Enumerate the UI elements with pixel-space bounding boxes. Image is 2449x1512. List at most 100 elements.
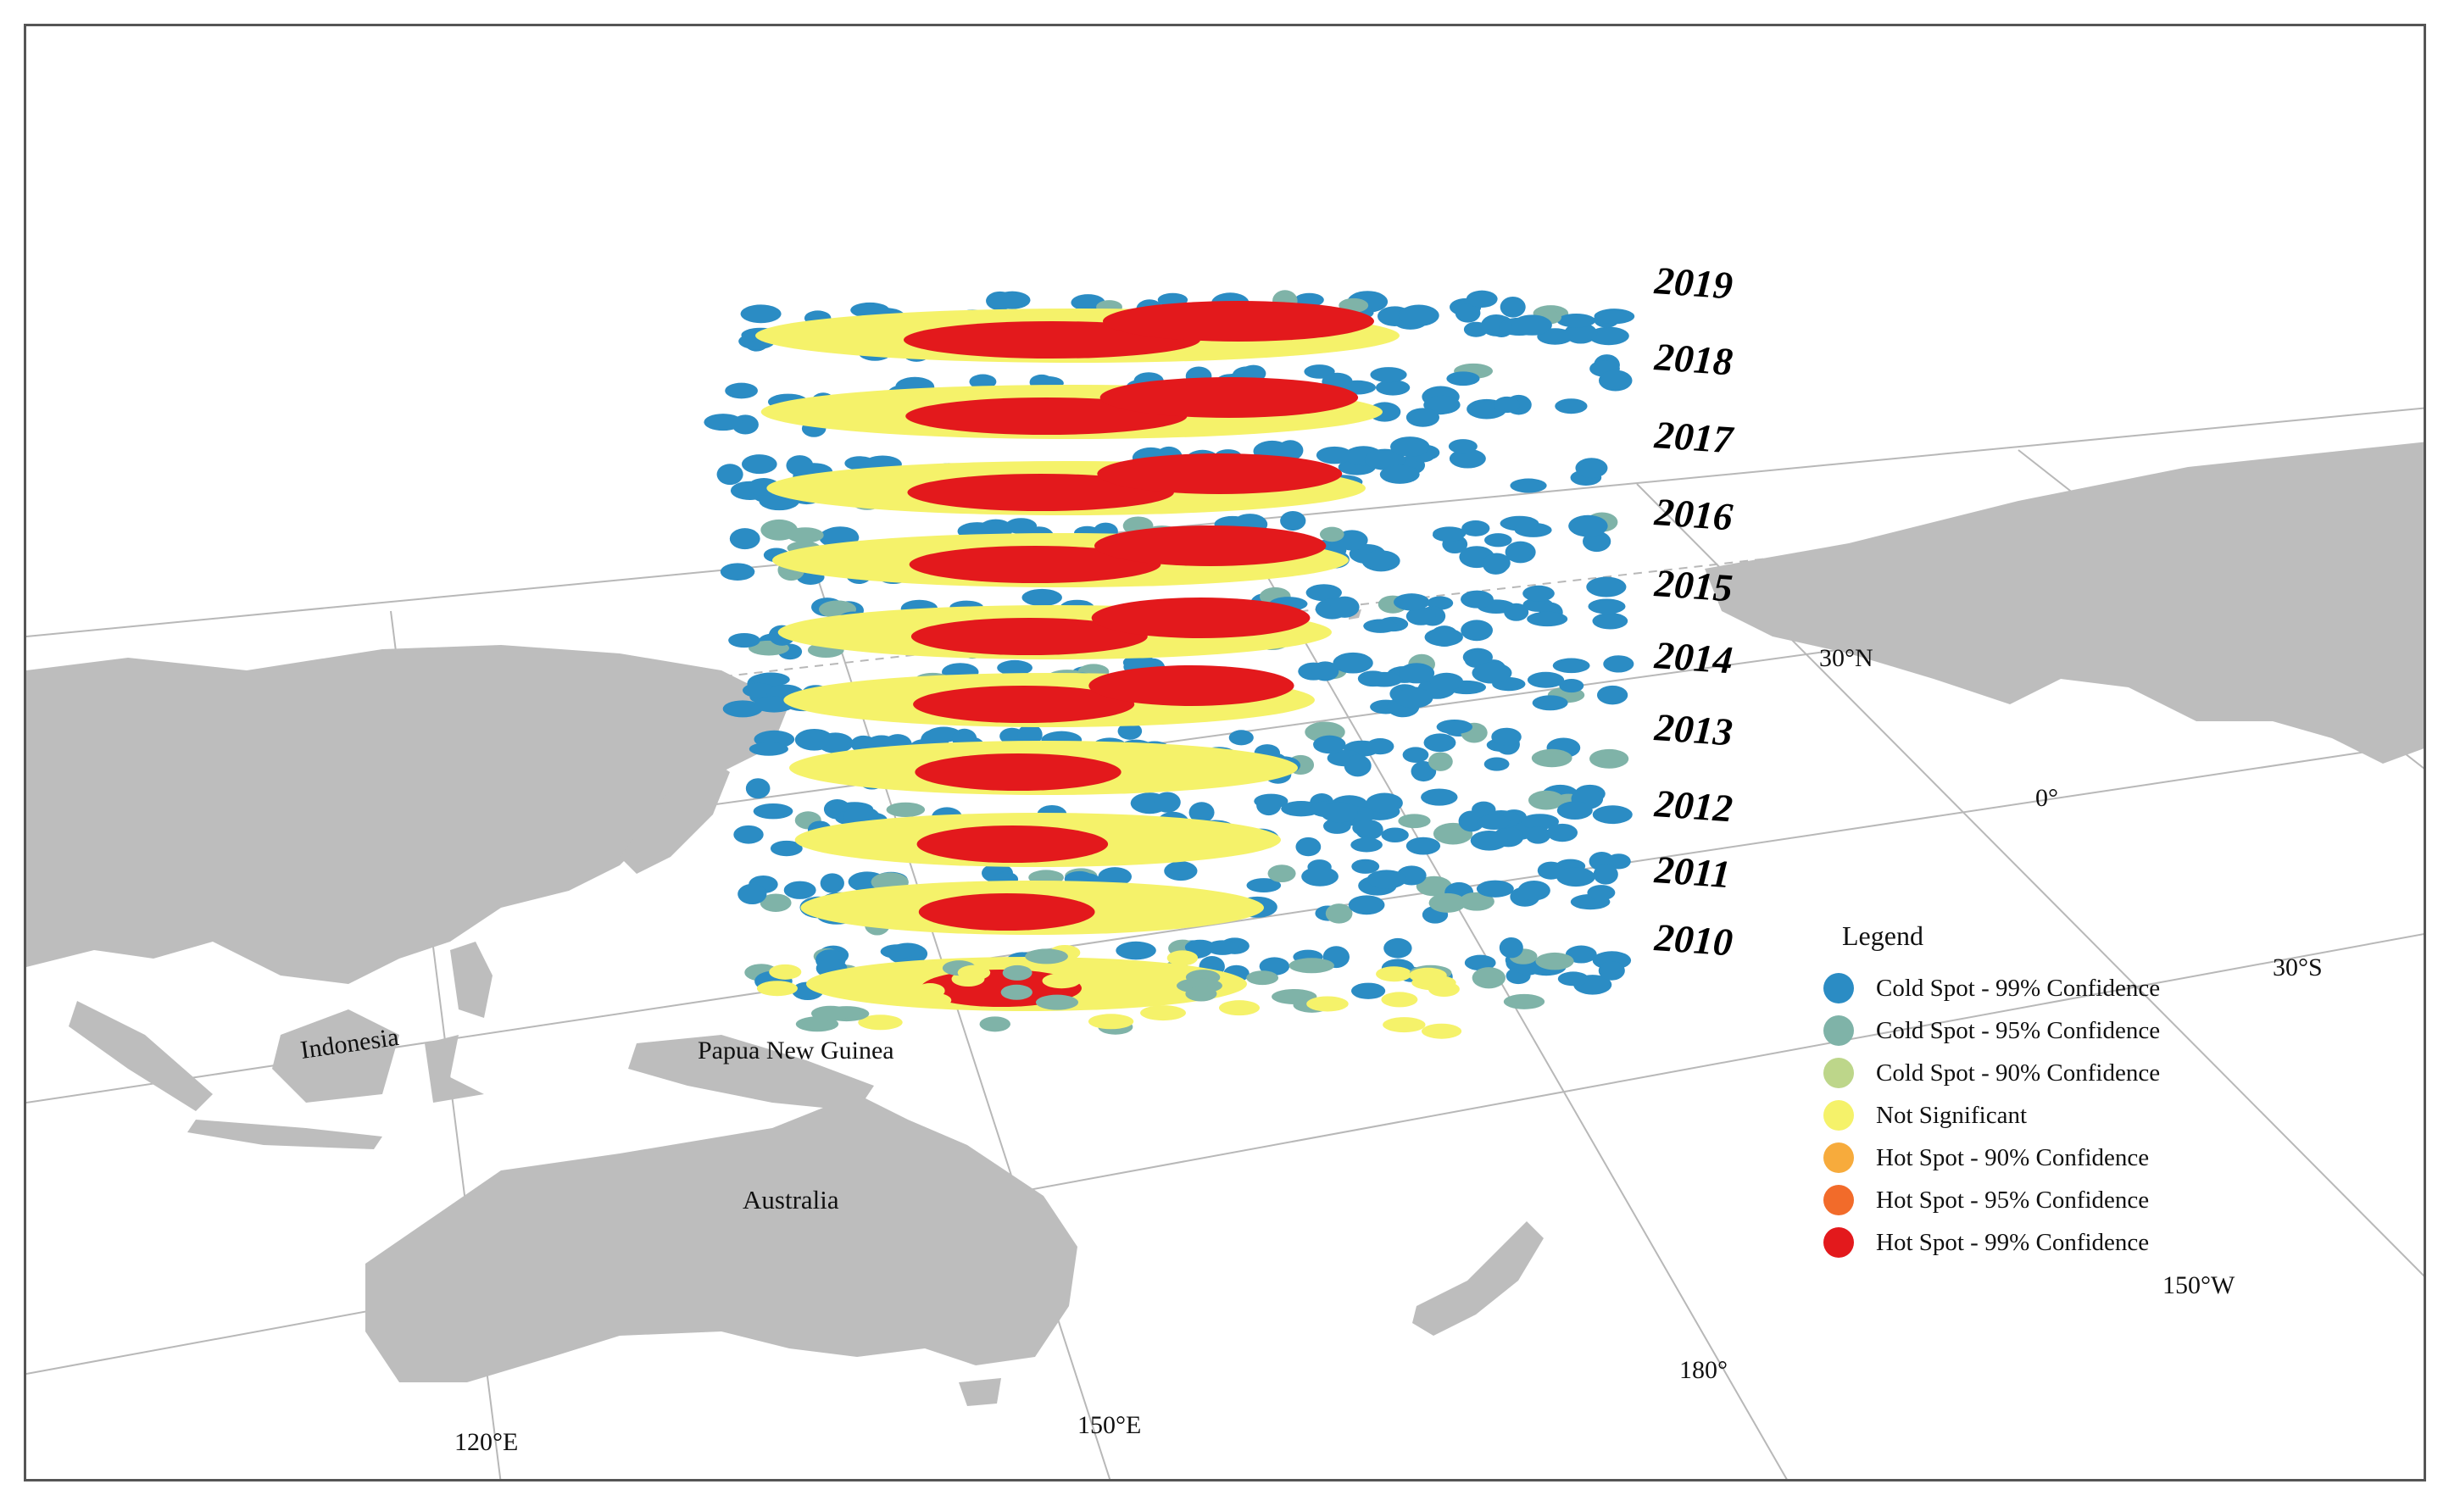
cold-spot-bin — [1351, 982, 1386, 999]
base-bin — [1035, 994, 1079, 1010]
cold-spot-bin — [1556, 314, 1596, 328]
cold-spot-bin — [1559, 679, 1584, 693]
cold-spot-bin — [1494, 396, 1521, 414]
cold-spot-bin — [1478, 814, 1511, 831]
cold-spot-bin — [1552, 658, 1590, 674]
hot-spot-bin — [916, 825, 1109, 863]
cold-spot-bin — [1348, 895, 1385, 915]
year-label: 2018 — [1652, 335, 1734, 383]
cold-spot-bin — [1459, 892, 1494, 911]
cold-spot-bin — [1423, 395, 1461, 414]
graticule-labels: 30°N 0° 30°S 120°E 150°E 180° 150°W — [454, 644, 2323, 1456]
year-label: 2013 — [1652, 705, 1734, 753]
cold-spot-bin — [1017, 724, 1043, 746]
legend-item: Cold Spot - 95% Confidence — [1823, 1009, 2298, 1052]
cold-spot-bin — [1405, 607, 1436, 625]
cold-spot-bin — [1448, 439, 1478, 454]
base-bin — [858, 1014, 903, 1031]
cold-spot-bin — [704, 414, 743, 431]
cold-spot-bin — [1463, 321, 1489, 337]
cold-spot-bin — [1587, 885, 1616, 901]
cold-spot-bin — [880, 944, 916, 959]
base-bin — [1381, 992, 1418, 1008]
hot-spot-bin — [918, 893, 1095, 931]
cold-spot-bin — [1484, 533, 1512, 548]
base-bin — [1185, 986, 1217, 1002]
legend-item: Hot Spot - 99% Confidence — [1823, 1221, 2298, 1264]
label-30n: 30°N — [1819, 644, 1873, 672]
legend-swatch — [1823, 1015, 1854, 1046]
legend-label: Cold Spot - 95% Confidence — [1876, 1016, 2161, 1044]
year-label: 2011 — [1652, 848, 1732, 896]
cold-spot-bin — [1394, 687, 1433, 709]
hot-spot-bin — [1088, 665, 1294, 706]
hot-spot-bin — [1094, 525, 1327, 566]
legend-label: Cold Spot - 90% Confidence — [1876, 1059, 2161, 1087]
cold-spot-bin — [1421, 788, 1458, 806]
cold-spot-bin — [1389, 436, 1430, 457]
year-label: 2014 — [1652, 633, 1734, 681]
hot-spot-bin — [1103, 301, 1374, 342]
cold-spot-bin — [1281, 801, 1322, 817]
cold-spot-bin — [1483, 553, 1511, 574]
cold-spot-bin — [1319, 526, 1344, 542]
cold-spot-bin — [753, 803, 793, 820]
cold-spot-bin — [1470, 830, 1508, 851]
cold-spot-bin — [1259, 957, 1290, 976]
cold-spot-bin — [1476, 880, 1514, 898]
base-bin — [1219, 1000, 1261, 1016]
cold-spot-bin — [1398, 814, 1431, 829]
legend-swatch — [1823, 1227, 1854, 1258]
base-bin — [1002, 964, 1032, 981]
cold-spot-bin — [1593, 864, 1618, 885]
hotspot-cube[interactable] — [704, 290, 1635, 1039]
cold-spot-bin — [1423, 733, 1456, 753]
cold-spot-bin — [752, 672, 790, 687]
cold-spot-bin — [1588, 326, 1629, 346]
cold-spot-bin — [817, 732, 854, 753]
hot-spot-bin — [909, 546, 1161, 583]
map-canvas[interactable]: 30°N 0° 30°S 120°E 150°E 180° 150°W Indo… — [26, 26, 2426, 1481]
cold-spot-bin — [786, 455, 814, 476]
cold-spot-bin — [1586, 576, 1627, 598]
new-guinea-landmass — [628, 1035, 874, 1111]
cold-spot-bin — [1557, 971, 1589, 987]
cold-spot-bin — [1555, 398, 1588, 414]
legend-label: Cold Spot - 99% Confidence — [1876, 974, 2161, 1002]
cold-spot-bin — [1366, 792, 1403, 814]
cold-spot-bin — [783, 881, 816, 899]
cold-spot-bin — [740, 304, 782, 324]
cold-spot-bin — [1511, 314, 1552, 336]
label-120e: 120°E — [454, 1428, 518, 1456]
cold-spot-bin — [1313, 735, 1346, 754]
cold-spot-bin — [1472, 662, 1512, 684]
year-label: 2017 — [1652, 413, 1735, 462]
legend-swatch — [1823, 1100, 1854, 1131]
legend-item: Hot Spot - 90% Confidence — [1823, 1137, 2298, 1179]
base-bin — [1376, 966, 1412, 982]
cold-spot-bin — [770, 840, 803, 857]
cold-spot-bin — [1531, 748, 1572, 768]
cold-spot-bin — [1246, 970, 1279, 986]
cold-spot-bin — [1528, 790, 1565, 810]
label-180: 180° — [1679, 1356, 1728, 1384]
hot-spot-bin — [910, 618, 1148, 655]
hot-spot-bin — [1099, 377, 1359, 418]
cold-spot-bin — [728, 633, 760, 648]
cold-spot-bin — [1464, 954, 1496, 971]
cold-spot-bin — [1267, 864, 1296, 882]
cold-spot-bin — [1117, 722, 1143, 740]
japan-landmass — [620, 755, 730, 874]
cold-spot-bin — [1521, 814, 1560, 830]
cold-spot-bin — [1383, 937, 1412, 959]
cold-spot-bin — [1446, 371, 1480, 386]
base-bin — [1140, 1005, 1186, 1021]
cold-spot-bin — [1556, 801, 1593, 820]
cold-spot-bin — [1532, 695, 1568, 711]
cold-spot-bin — [1021, 588, 1062, 607]
cold-spot-bin — [1333, 652, 1373, 674]
land-masses — [26, 442, 2424, 1406]
cold-spot-bin — [1522, 585, 1555, 602]
cold-spot-bin — [1483, 757, 1510, 771]
cold-spot-bin — [1598, 370, 1633, 392]
